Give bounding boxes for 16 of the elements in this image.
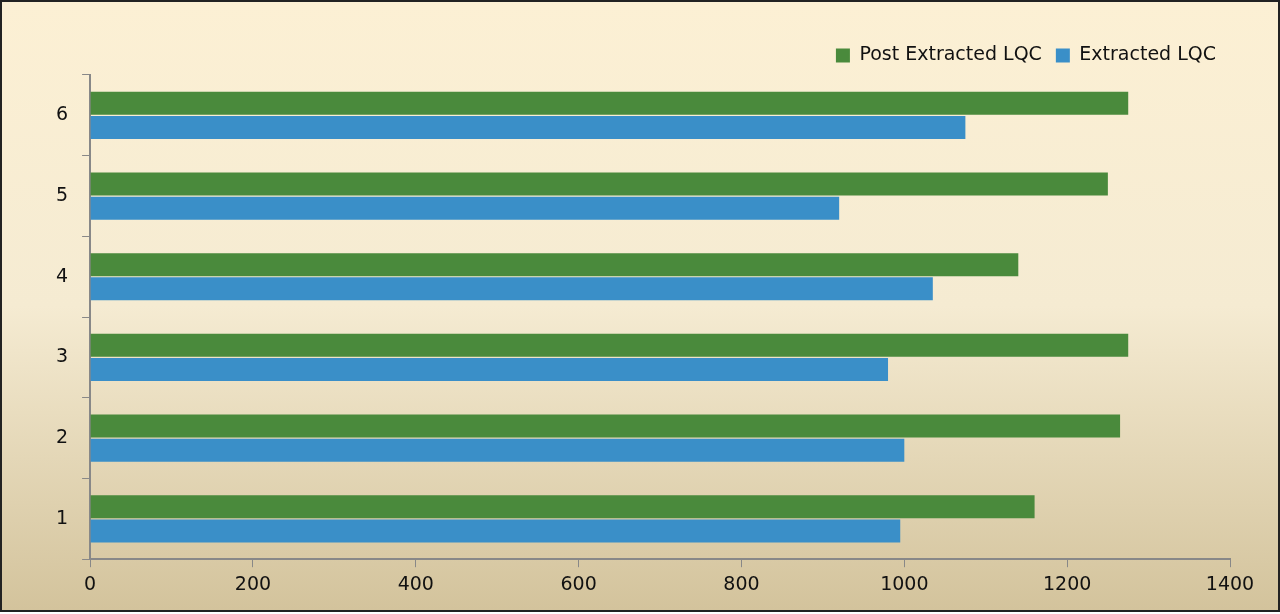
y-tick-label: 1 <box>55 505 69 528</box>
x-tick-label: 0 <box>84 571 97 594</box>
y-tick-label: 4 <box>55 263 69 286</box>
x-tick-label: 1400 <box>1205 571 1255 594</box>
x-tick-label: 1200 <box>1042 571 1092 594</box>
x-tick-label: 800 <box>723 571 760 594</box>
y-tick-label: 2 <box>55 425 69 448</box>
legend-label: Extracted LQC <box>1079 42 1217 65</box>
legend-label: Post Extracted LQC <box>859 42 1042 65</box>
y-tick-label: 3 <box>55 344 69 367</box>
y-tick-label: 6 <box>55 102 69 125</box>
x-tick-label: 400 <box>397 571 434 594</box>
y-tick-label: 5 <box>55 182 69 205</box>
x-tick-label: 200 <box>234 571 272 594</box>
x-tick-label: 600 <box>560 571 597 594</box>
x-tick-label: 1000 <box>880 571 929 594</box>
